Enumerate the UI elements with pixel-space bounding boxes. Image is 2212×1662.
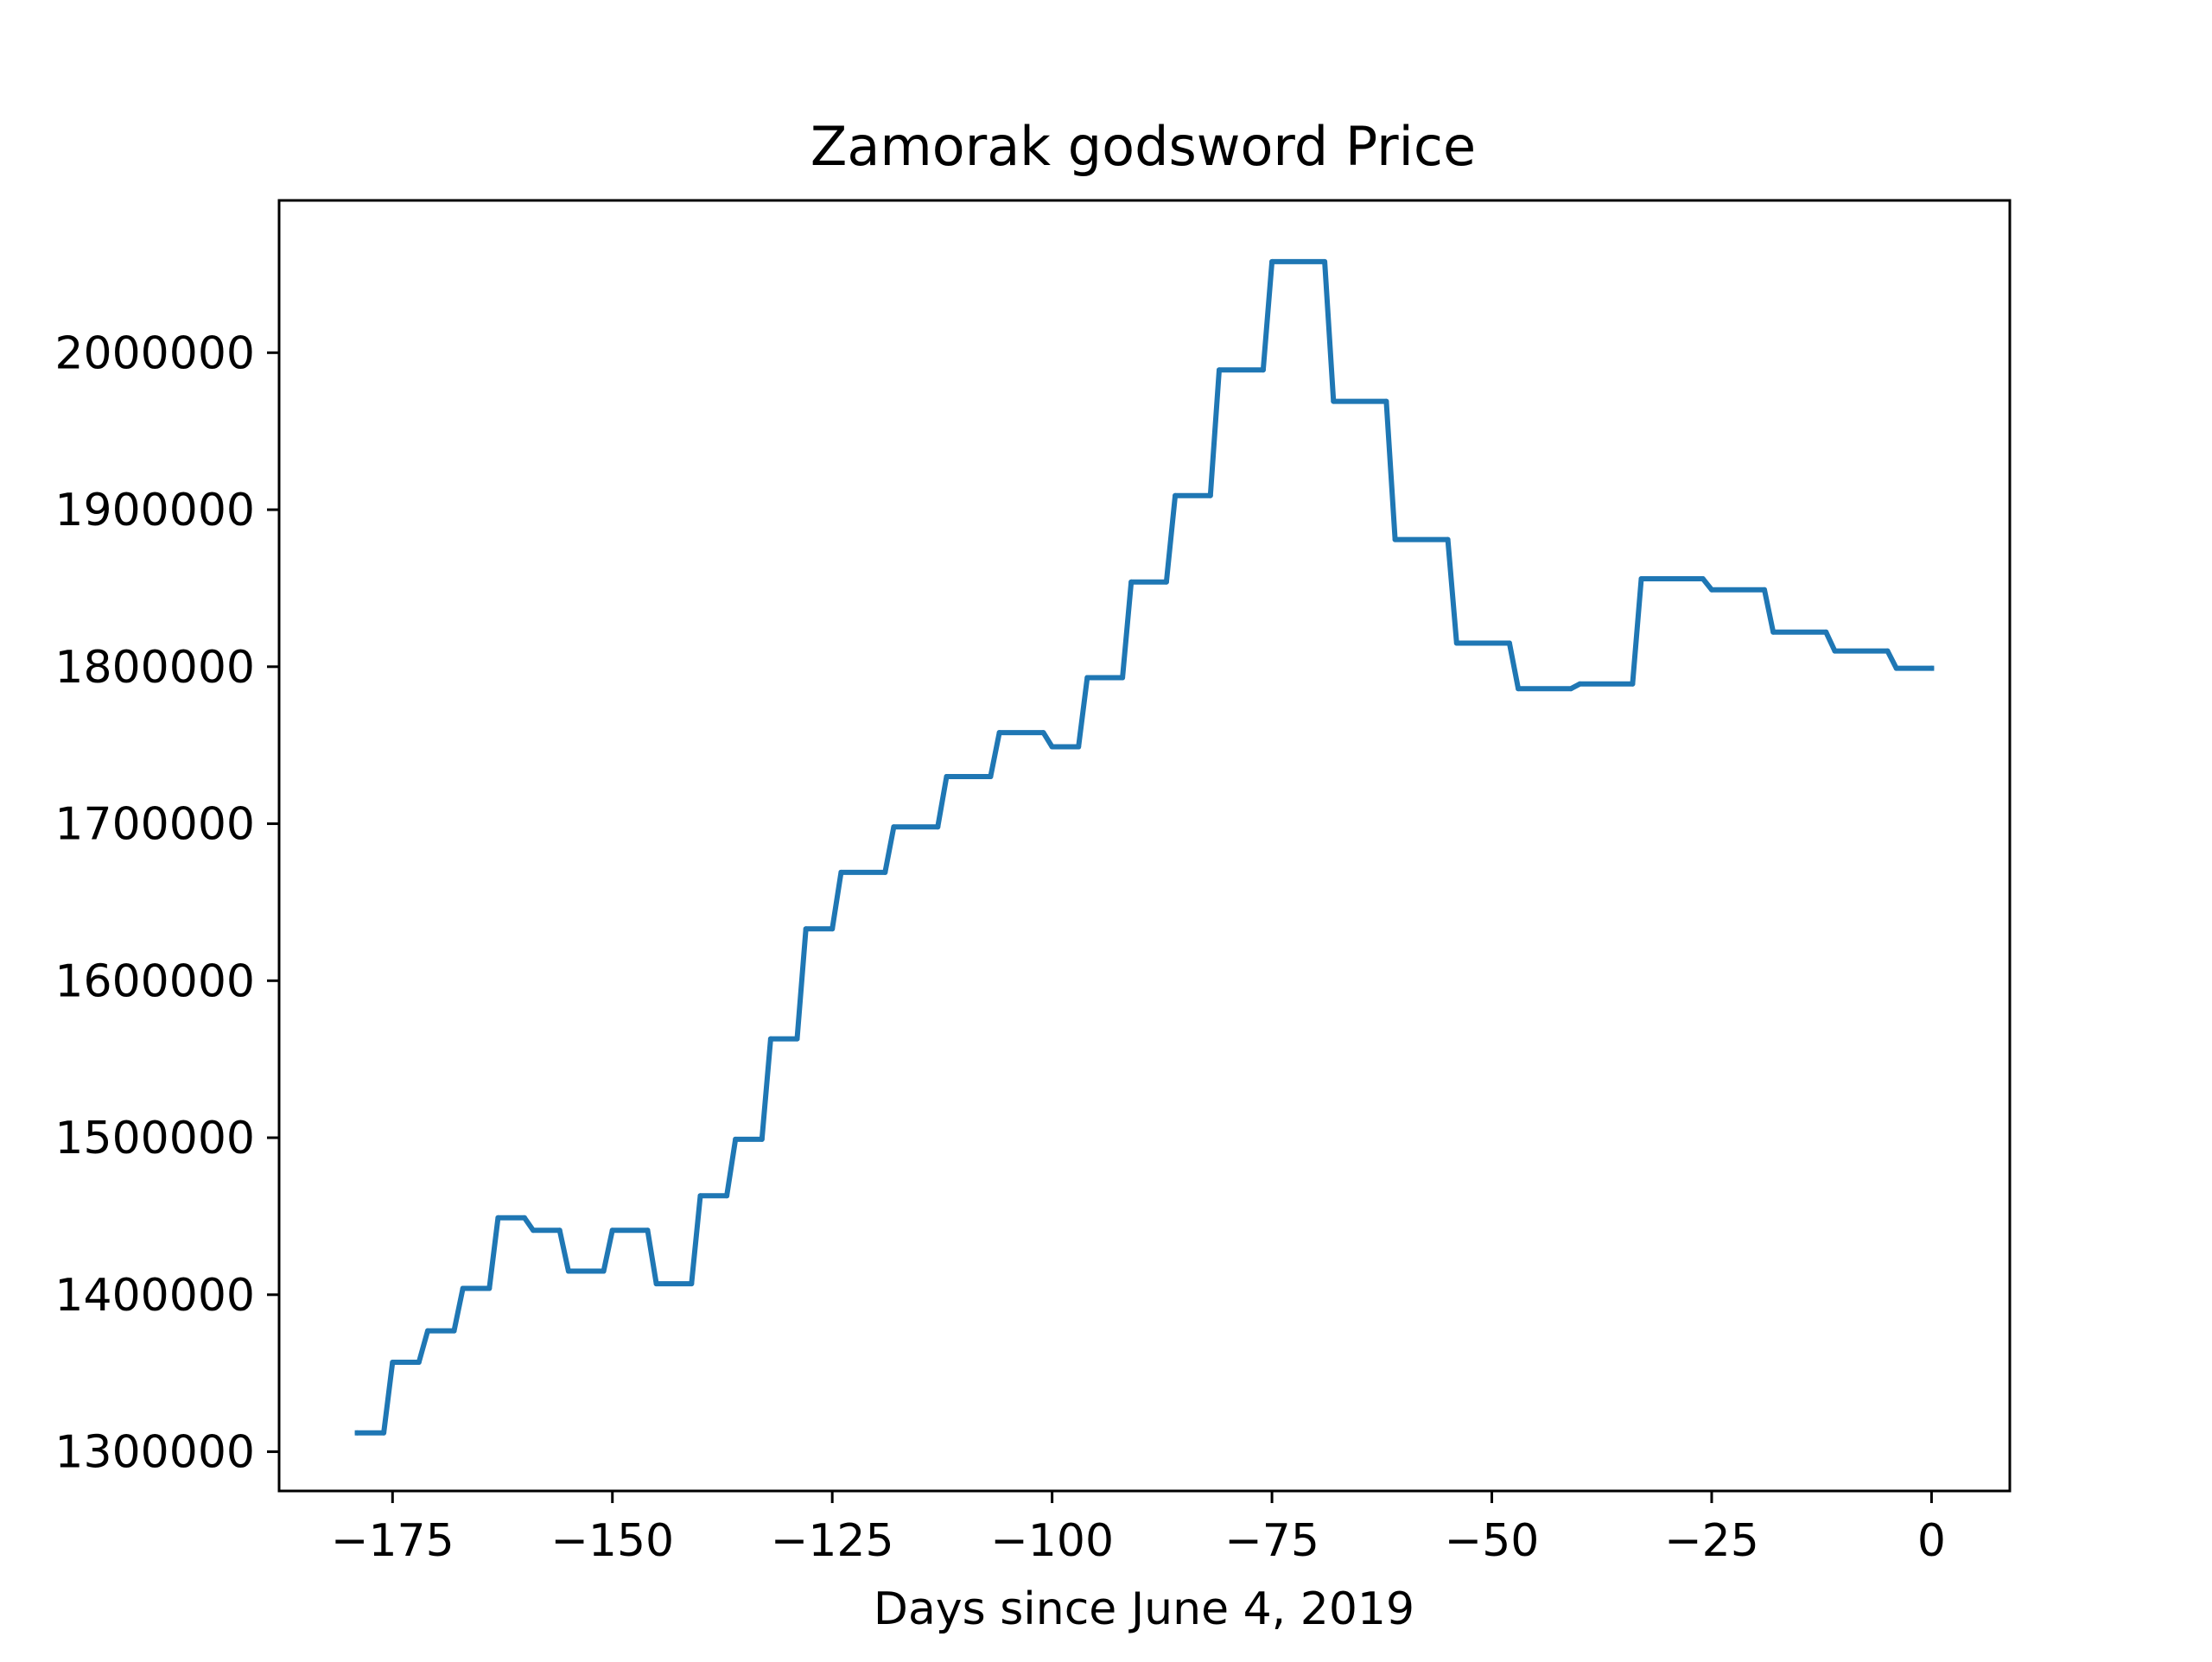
price-data-point bbox=[1383, 398, 1389, 404]
x-tick-label: −75 bbox=[1224, 1515, 1319, 1567]
price-data-point bbox=[1630, 681, 1636, 687]
price-data-point bbox=[882, 869, 888, 875]
price-data-point bbox=[1120, 675, 1126, 681]
price-data-point bbox=[1885, 648, 1891, 654]
price-data-point bbox=[1893, 665, 1899, 671]
price-data-point bbox=[416, 1360, 422, 1365]
y-tick-label: 1500000 bbox=[54, 1113, 255, 1164]
y-tick-label: 1300000 bbox=[54, 1427, 255, 1479]
chart-title: Zamorak godsword Price bbox=[810, 115, 1476, 178]
price-data-point bbox=[1770, 629, 1777, 635]
y-tick-label: 2000000 bbox=[54, 327, 255, 379]
plot-frame bbox=[277, 199, 2012, 1493]
x-tick-label: −100 bbox=[990, 1515, 1114, 1567]
price-data-point bbox=[486, 1285, 493, 1291]
x-tick-label: −25 bbox=[1664, 1515, 1759, 1567]
price-data-point bbox=[988, 774, 994, 779]
price-data-point bbox=[1217, 367, 1222, 373]
price-data-point bbox=[1929, 665, 1935, 671]
series-layer bbox=[354, 258, 1935, 1436]
price-data-point bbox=[653, 1281, 659, 1287]
price-data-point bbox=[689, 1281, 695, 1287]
x-axis: −175 −150 −125 −100 −75 −50 −25 0 bbox=[331, 1491, 1946, 1567]
y-tick-label: 1400000 bbox=[54, 1270, 255, 1322]
price-data-point bbox=[891, 824, 897, 830]
price-data-point bbox=[1453, 640, 1459, 646]
price-data-point bbox=[1638, 576, 1644, 581]
y-tick-label: 1600000 bbox=[54, 955, 255, 1007]
y-tick-label: 1800000 bbox=[54, 642, 255, 694]
x-tick-label: −50 bbox=[1445, 1515, 1540, 1567]
price-data-point bbox=[601, 1268, 607, 1274]
x-tick-label: −175 bbox=[331, 1515, 454, 1567]
price-data-point bbox=[794, 1036, 800, 1042]
price-data-point bbox=[1506, 640, 1512, 646]
price-data-point bbox=[645, 1227, 651, 1234]
price-data-point bbox=[838, 869, 844, 875]
price-data-point bbox=[1445, 536, 1451, 542]
price-data-point bbox=[1173, 492, 1179, 498]
price-data-point bbox=[531, 1227, 537, 1234]
y-tick-label: 1700000 bbox=[54, 799, 255, 851]
price-data-point bbox=[1040, 730, 1046, 736]
x-tick-label: −125 bbox=[771, 1515, 894, 1567]
price-data-point bbox=[609, 1227, 615, 1234]
price-data-point bbox=[733, 1136, 739, 1142]
price-data-point bbox=[944, 774, 950, 779]
price-data-point bbox=[354, 1430, 360, 1436]
price-data-point bbox=[451, 1328, 457, 1334]
price-data-point bbox=[556, 1227, 563, 1234]
price-data-point bbox=[803, 926, 809, 932]
price-data-point bbox=[996, 730, 1002, 736]
price-data-point bbox=[1577, 681, 1583, 687]
price-data-point bbox=[495, 1215, 501, 1221]
price-data-point bbox=[759, 1136, 765, 1142]
price-data-point bbox=[1084, 675, 1090, 681]
price-data-point bbox=[1322, 258, 1328, 264]
price-data-point bbox=[522, 1215, 527, 1221]
y-tick-label: 1900000 bbox=[54, 485, 255, 536]
price-data-point bbox=[724, 1193, 730, 1199]
price-data-point bbox=[1823, 629, 1829, 635]
price-data-point bbox=[1049, 744, 1055, 750]
price-data-point bbox=[1076, 744, 1082, 750]
price-data-point bbox=[1207, 492, 1213, 498]
x-axis-label: Days since June 4, 2019 bbox=[874, 1583, 1414, 1635]
price-data-point bbox=[1832, 648, 1838, 654]
price-data-point bbox=[697, 1193, 703, 1199]
price-data-point bbox=[1269, 258, 1275, 264]
price-data-point bbox=[425, 1328, 430, 1334]
price-data-point bbox=[1568, 686, 1574, 692]
price-data-point bbox=[1260, 367, 1266, 373]
price-data-point bbox=[565, 1268, 571, 1274]
price-data-point bbox=[390, 1360, 396, 1365]
price-data-point bbox=[1516, 686, 1522, 692]
price-data-point bbox=[1700, 576, 1706, 581]
y-axis: 1300000 1400000 1500000 1600000 1700000 18000… bbox=[54, 327, 279, 1479]
price-data-point bbox=[460, 1285, 466, 1291]
price-data-point bbox=[1392, 536, 1398, 542]
price-data-point bbox=[381, 1430, 387, 1436]
x-tick-label: 0 bbox=[1917, 1515, 1946, 1567]
price-data-point bbox=[1762, 587, 1767, 593]
price-data-point bbox=[1331, 398, 1337, 404]
price-data-point bbox=[1709, 587, 1714, 593]
price-data-point bbox=[1163, 579, 1169, 585]
x-tick-label: −150 bbox=[550, 1515, 674, 1567]
price-data-point bbox=[1128, 579, 1135, 585]
price-data-point bbox=[767, 1036, 773, 1042]
price-data-point bbox=[935, 824, 941, 830]
price-data-point bbox=[830, 926, 836, 932]
price-series-line bbox=[354, 258, 1935, 1436]
